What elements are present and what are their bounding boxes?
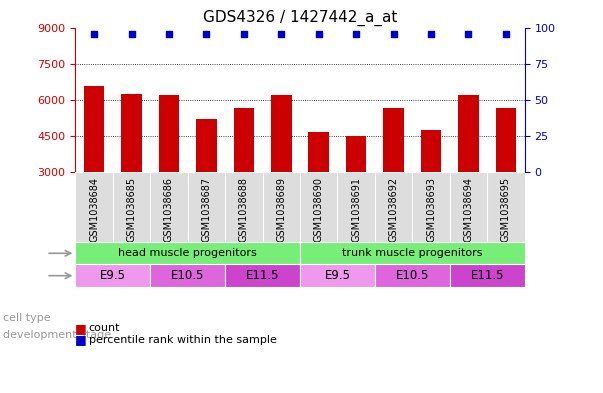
Bar: [458, 95, 479, 172]
Point: [314, 30, 324, 37]
Bar: [338, 172, 375, 242]
Text: GSM1038686: GSM1038686: [164, 176, 174, 242]
Point: [464, 30, 473, 37]
Bar: [84, 86, 104, 172]
Text: GSM1038690: GSM1038690: [314, 176, 324, 242]
Text: E9.5: E9.5: [100, 269, 126, 282]
Bar: [412, 172, 450, 242]
Bar: [150, 264, 225, 287]
Bar: [188, 172, 225, 242]
Text: count: count: [89, 323, 120, 333]
Text: GSM1038693: GSM1038693: [426, 176, 436, 242]
Bar: [300, 242, 525, 264]
Bar: [271, 95, 292, 172]
Point: [201, 30, 211, 37]
Bar: [450, 264, 525, 287]
Bar: [225, 264, 300, 287]
Bar: [487, 172, 525, 242]
Bar: [496, 108, 516, 172]
Point: [426, 30, 436, 37]
Bar: [421, 130, 441, 172]
Point: [164, 30, 174, 37]
Text: ■: ■: [75, 333, 87, 347]
Title: GDS4326 / 1427442_a_at: GDS4326 / 1427442_a_at: [203, 10, 397, 26]
Point: [89, 30, 99, 37]
Bar: [450, 172, 487, 242]
Bar: [262, 172, 300, 242]
Bar: [75, 242, 300, 264]
Text: E10.5: E10.5: [396, 269, 429, 282]
Bar: [233, 108, 254, 172]
Point: [389, 30, 399, 37]
Text: ■: ■: [75, 321, 87, 335]
Text: development stage: development stage: [3, 330, 111, 340]
Text: GSM1038685: GSM1038685: [127, 176, 136, 242]
Text: GSM1038689: GSM1038689: [276, 176, 286, 242]
Point: [501, 30, 511, 37]
Text: E11.5: E11.5: [470, 269, 504, 282]
Text: GSM1038695: GSM1038695: [501, 176, 511, 242]
Text: GSM1038687: GSM1038687: [201, 176, 212, 242]
Text: cell type: cell type: [3, 312, 51, 323]
Text: E9.5: E9.5: [324, 269, 350, 282]
Bar: [121, 94, 142, 172]
Text: GSM1038692: GSM1038692: [388, 176, 399, 242]
Point: [239, 30, 248, 37]
Text: E11.5: E11.5: [246, 269, 279, 282]
Bar: [196, 119, 216, 172]
Point: [276, 30, 286, 37]
Bar: [375, 172, 412, 242]
Bar: [300, 264, 375, 287]
Bar: [300, 172, 338, 242]
Bar: [308, 132, 329, 172]
Text: percentile rank within the sample: percentile rank within the sample: [89, 335, 277, 345]
Bar: [159, 95, 179, 172]
Bar: [75, 172, 113, 242]
Bar: [113, 172, 150, 242]
Text: head muscle progenitors: head muscle progenitors: [118, 248, 257, 258]
Text: GSM1038694: GSM1038694: [464, 176, 473, 242]
Point: [352, 30, 361, 37]
Text: GSM1038684: GSM1038684: [89, 176, 99, 242]
Bar: [150, 172, 188, 242]
Bar: [384, 108, 404, 172]
Bar: [346, 136, 367, 172]
Text: GSM1038691: GSM1038691: [351, 176, 361, 242]
Point: [127, 30, 136, 37]
Bar: [75, 264, 150, 287]
Bar: [375, 264, 450, 287]
Bar: [225, 172, 262, 242]
Text: trunk muscle progenitors: trunk muscle progenitors: [342, 248, 482, 258]
Text: E10.5: E10.5: [171, 269, 204, 282]
Text: GSM1038688: GSM1038688: [239, 176, 249, 242]
